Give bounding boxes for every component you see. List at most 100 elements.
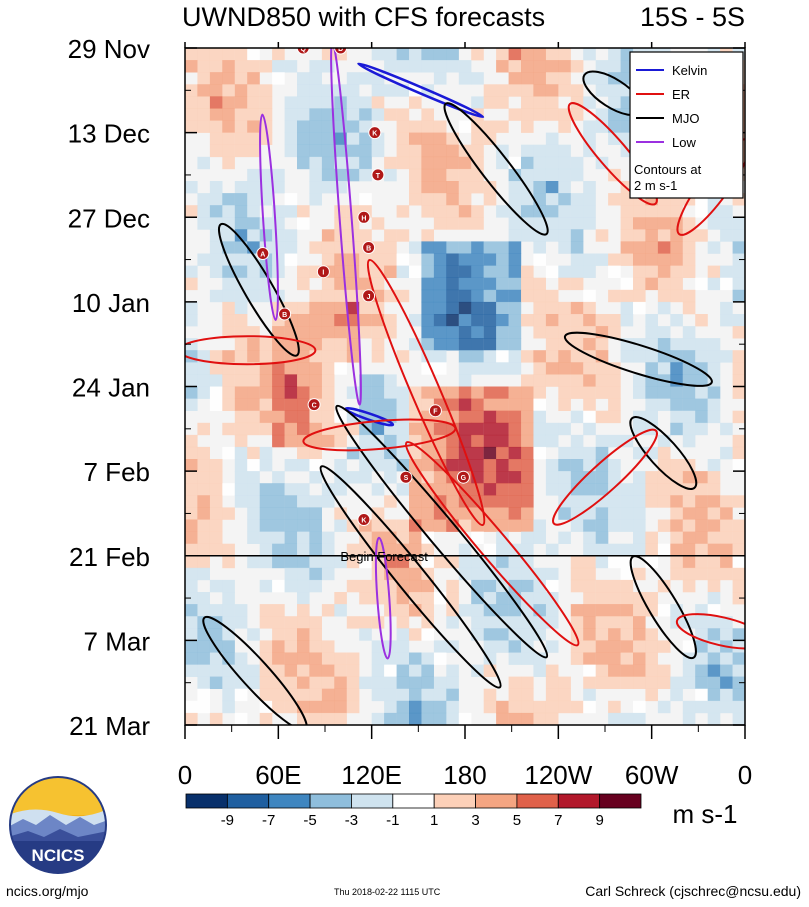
anomaly-cell bbox=[657, 434, 671, 448]
anomaly-cell bbox=[346, 72, 360, 85]
anomaly-cell bbox=[558, 446, 571, 460]
anomaly-cell bbox=[409, 712, 422, 725]
anomaly-cell bbox=[682, 531, 696, 544]
anomaly-cell bbox=[496, 471, 509, 484]
anomaly-cell bbox=[446, 289, 459, 303]
anomaly-cell bbox=[645, 314, 658, 327]
anomaly-cell bbox=[558, 156, 571, 170]
anomaly-cell bbox=[284, 132, 298, 145]
storm-marker-label: I bbox=[322, 270, 324, 277]
anomaly-cell bbox=[446, 712, 459, 725]
anomaly-cell bbox=[633, 495, 646, 508]
anomaly-cell bbox=[384, 688, 397, 702]
anomaly-cell bbox=[359, 628, 372, 641]
anomaly-cell bbox=[732, 459, 745, 472]
anomaly-cell bbox=[633, 277, 646, 291]
anomaly-cell bbox=[284, 434, 298, 448]
anomaly-cell bbox=[732, 592, 745, 605]
anomaly-cell bbox=[496, 712, 509, 725]
anomaly-cell bbox=[446, 459, 459, 472]
anomaly-cell bbox=[545, 205, 559, 218]
anomaly-cell bbox=[695, 616, 708, 629]
anomaly-cell bbox=[558, 326, 571, 339]
anomaly-cell bbox=[583, 519, 596, 532]
anomaly-cell bbox=[234, 386, 248, 399]
anomaly-cell bbox=[297, 108, 310, 121]
anomaly-cell bbox=[545, 543, 559, 557]
footer-site-link[interactable]: ncics.org/mjo bbox=[6, 883, 89, 899]
chart-title: UWND850 with CFS forecasts bbox=[182, 2, 545, 32]
anomaly-cell bbox=[247, 96, 260, 109]
anomaly-cell bbox=[297, 265, 310, 278]
anomaly-cell bbox=[508, 156, 522, 170]
anomaly-cell bbox=[409, 144, 422, 158]
anomaly-cell bbox=[409, 96, 422, 109]
anomaly-cell bbox=[433, 338, 447, 351]
colorbar-label: -1 bbox=[386, 812, 399, 829]
anomaly-cell bbox=[409, 181, 422, 194]
anomaly-cell bbox=[197, 84, 210, 97]
anomaly-cell bbox=[209, 265, 223, 278]
anomaly-cell bbox=[209, 543, 223, 557]
colorbar-label: 7 bbox=[554, 812, 562, 829]
anomaly-cell bbox=[695, 700, 708, 714]
anomaly-cell bbox=[309, 314, 322, 327]
anomaly-cell bbox=[297, 314, 310, 327]
anomaly-cell bbox=[533, 314, 546, 327]
anomaly-cell bbox=[234, 132, 248, 145]
anomaly-cell bbox=[483, 338, 497, 351]
anomaly-cell bbox=[707, 277, 721, 291]
anomaly-cell bbox=[633, 604, 646, 617]
anomaly-cell bbox=[433, 350, 447, 363]
anomaly-cell bbox=[421, 108, 434, 121]
anomaly-cell bbox=[222, 483, 235, 496]
anomaly-cell bbox=[458, 350, 472, 363]
anomaly-cell bbox=[371, 688, 385, 702]
anomaly-cell bbox=[608, 193, 621, 206]
anomaly-cell bbox=[707, 507, 721, 520]
anomaly-cell bbox=[371, 567, 385, 581]
anomaly-cell bbox=[446, 579, 459, 593]
anomaly-cell bbox=[234, 459, 248, 472]
colorbar-label: 1 bbox=[430, 812, 438, 829]
anomaly-cell bbox=[657, 289, 671, 303]
anomaly-cell bbox=[234, 84, 248, 97]
anomaly-cell bbox=[545, 362, 559, 375]
anomaly-cell bbox=[508, 84, 522, 97]
anomaly-cell bbox=[209, 652, 223, 665]
anomaly-cell bbox=[234, 48, 248, 61]
anomaly-cell bbox=[396, 688, 410, 702]
anomaly-cell bbox=[695, 543, 708, 557]
anomaly-cell bbox=[707, 350, 721, 363]
anomaly-cell bbox=[533, 700, 546, 714]
anomaly-cell bbox=[359, 156, 372, 170]
anomaly-cell bbox=[508, 519, 522, 532]
anomaly-cell bbox=[458, 398, 472, 411]
anomaly-cell bbox=[608, 410, 621, 424]
anomaly-cell bbox=[396, 519, 410, 532]
anomaly-cell bbox=[284, 616, 298, 629]
anomaly-cell bbox=[545, 664, 559, 677]
colorbar-label: -3 bbox=[345, 812, 358, 829]
anomaly-cell bbox=[185, 712, 198, 725]
anomaly-cell bbox=[483, 301, 497, 315]
anomaly-cell bbox=[321, 712, 335, 725]
anomaly-cell bbox=[321, 543, 335, 557]
anomaly-cell bbox=[707, 604, 721, 617]
anomaly-cell bbox=[645, 628, 658, 641]
anomaly-cell bbox=[185, 459, 198, 472]
anomaly-cell bbox=[197, 640, 210, 653]
anomaly-cell bbox=[707, 362, 721, 375]
anomaly-cell bbox=[533, 531, 546, 544]
anomaly-cell bbox=[371, 507, 385, 520]
anomaly-cell bbox=[409, 471, 422, 484]
anomaly-cell bbox=[346, 84, 360, 97]
anomaly-cell bbox=[446, 60, 459, 73]
anomaly-cell bbox=[309, 616, 322, 629]
anomaly-cell bbox=[321, 120, 335, 133]
anomaly-cell bbox=[396, 483, 410, 496]
anomaly-cell bbox=[346, 217, 360, 230]
anomaly-cell bbox=[570, 386, 584, 399]
anomaly-cell bbox=[209, 350, 223, 363]
anomaly-cell bbox=[234, 60, 248, 73]
